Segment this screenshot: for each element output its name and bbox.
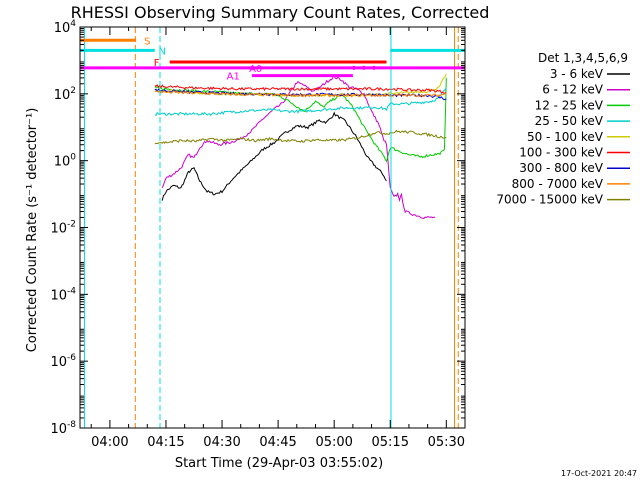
legend-label-5: 100 - 300 keV (519, 146, 603, 160)
y-tick-label-1: 102 (54, 86, 76, 103)
legend-label-3: 25 - 50 keV (535, 114, 604, 128)
axes: 04:00 04:15 04:30 04:45 05:00 05:15 05:30 104 10… (50, 19, 466, 450)
legend-label-0: 3 - 6 keV (550, 67, 604, 81)
y-tick-label-0: 104 (54, 19, 77, 36)
legend-label-1: 6 - 12 keV (542, 83, 604, 97)
series-line-0 (161, 111, 387, 201)
x-tick-label-4: 05:00 (315, 435, 352, 450)
y-tick-label-3: 10-2 (50, 220, 76, 237)
series-line-7 (154, 90, 447, 98)
series-line-5 (154, 84, 447, 94)
flag-label-4: A0 (249, 64, 262, 75)
legend-title: Det 1,3,4,5,6,9 (538, 51, 628, 65)
x-tick-label-1: 04:15 (147, 435, 184, 450)
x-tick-label-5: 05:15 (372, 435, 409, 450)
x-tick-label-0: 04:00 (91, 435, 128, 450)
legend-label-4: 50 - 100 keV (527, 130, 604, 144)
legend-label-7: 800 - 7000 keV (512, 177, 604, 191)
chart-title: RHESSI Observing Summary Count Rates, Co… (71, 3, 490, 22)
plot-frame (79, 26, 466, 429)
series-line-2 (154, 77, 447, 163)
y-tick-label-4: 10-4 (50, 286, 76, 303)
legend-label-2: 12 - 25 keV (535, 98, 604, 112)
y-axis-label: Corrected Count Rate (s⁻¹ detector⁻¹) (25, 108, 40, 353)
y-tick-label-6: 10-8 (50, 420, 76, 437)
legend-label-8: 7000 - 15000 keV (496, 193, 603, 207)
series-line-3 (154, 87, 447, 117)
legend-label-6: 300 - 800 keV (519, 161, 603, 175)
flag-label-5: A1 (227, 72, 240, 83)
series-line-1 (161, 75, 436, 220)
y-tick-label-5: 10-6 (50, 353, 76, 370)
series-line-8 (154, 129, 447, 145)
x-tick-label-6: 05:30 (428, 435, 465, 450)
x-tick-label-3: 04:45 (259, 435, 296, 450)
plot-area: SNF A0 A1 (80, 27, 465, 428)
flag-label-3: F (154, 58, 160, 69)
footer-date: 17-Oct-2021 20:47 (561, 469, 637, 478)
x-axis-label: Start Time (29-Apr-03 03:55:02) (175, 456, 383, 471)
flag-label-0: S (144, 36, 150, 47)
x-tick-label-2: 04:30 (203, 435, 240, 450)
y-tick-label-2: 100 (54, 153, 77, 170)
flag-label-1: N (158, 46, 165, 57)
